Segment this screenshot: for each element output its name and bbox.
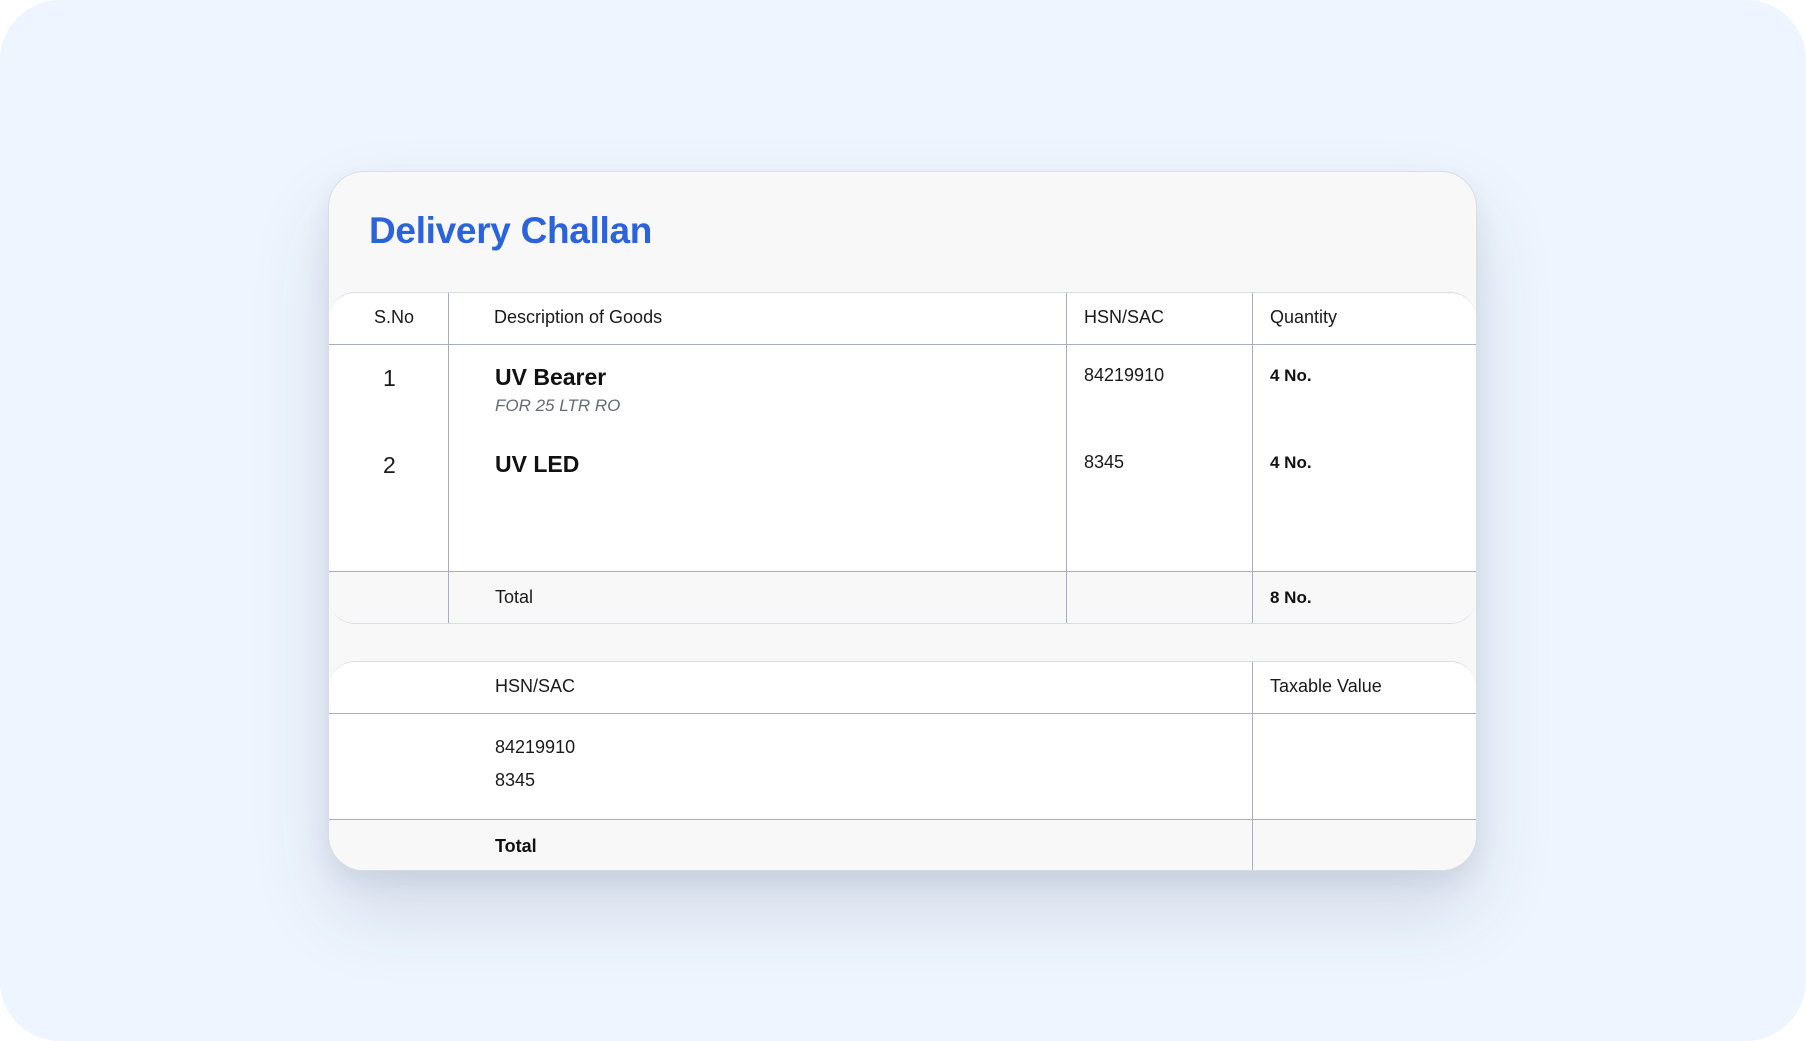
tax-summary-table: HSN/SAC Taxable Value 84219910 8345 Tota… bbox=[329, 661, 1476, 870]
document-title: Delivery Challan bbox=[369, 210, 653, 251]
row-1-item-name: UV Bearer bbox=[495, 364, 607, 390]
header-description: Description of Goods bbox=[494, 307, 663, 327]
row-2-item-name: UV LED bbox=[495, 451, 580, 477]
tax-column-divider bbox=[1252, 662, 1253, 870]
tax-table-header: HSN/SAC Taxable Value bbox=[329, 662, 1476, 714]
row-1-hsn: 84219910 bbox=[1084, 365, 1165, 385]
column-divider-hsn bbox=[1252, 293, 1253, 623]
tax-total-label: Total bbox=[495, 836, 537, 856]
tax-header-taxable-value: Taxable Value bbox=[1270, 676, 1382, 696]
row-1-item-subtext: FOR 25 LTR RO bbox=[495, 396, 621, 415]
tax-total-row: Total bbox=[329, 819, 1476, 870]
header-sno: S.No bbox=[374, 307, 415, 327]
delivery-challan-card: Delivery Challan S.No Description of Goo… bbox=[328, 171, 1477, 871]
items-total-quantity: 8 No. bbox=[1270, 588, 1312, 607]
header-quantity: Quantity bbox=[1270, 307, 1338, 327]
items-total-row: Total 8 No. bbox=[329, 571, 1476, 623]
header-hsn: HSN/SAC bbox=[1084, 307, 1165, 327]
row-2-hsn: 8345 bbox=[1084, 452, 1125, 472]
column-divider-sno bbox=[448, 293, 449, 623]
items-table: S.No Description of Goods HSN/SAC Quanti… bbox=[329, 292, 1476, 624]
row-1-quantity: 4 No. bbox=[1270, 366, 1312, 385]
row-2-quantity: 4 No. bbox=[1270, 453, 1312, 472]
row-1-sno: 1 bbox=[383, 365, 396, 391]
row-2-sno: 2 bbox=[383, 452, 396, 478]
column-divider-description bbox=[1066, 293, 1067, 623]
tax-hsn-code: 8345 bbox=[495, 770, 536, 790]
tax-header-hsn: HSN/SAC bbox=[495, 676, 576, 696]
tax-hsn-code: 84219910 bbox=[495, 737, 576, 757]
items-total-label: Total bbox=[495, 587, 534, 607]
items-table-header: S.No Description of Goods HSN/SAC Quanti… bbox=[329, 293, 1476, 345]
